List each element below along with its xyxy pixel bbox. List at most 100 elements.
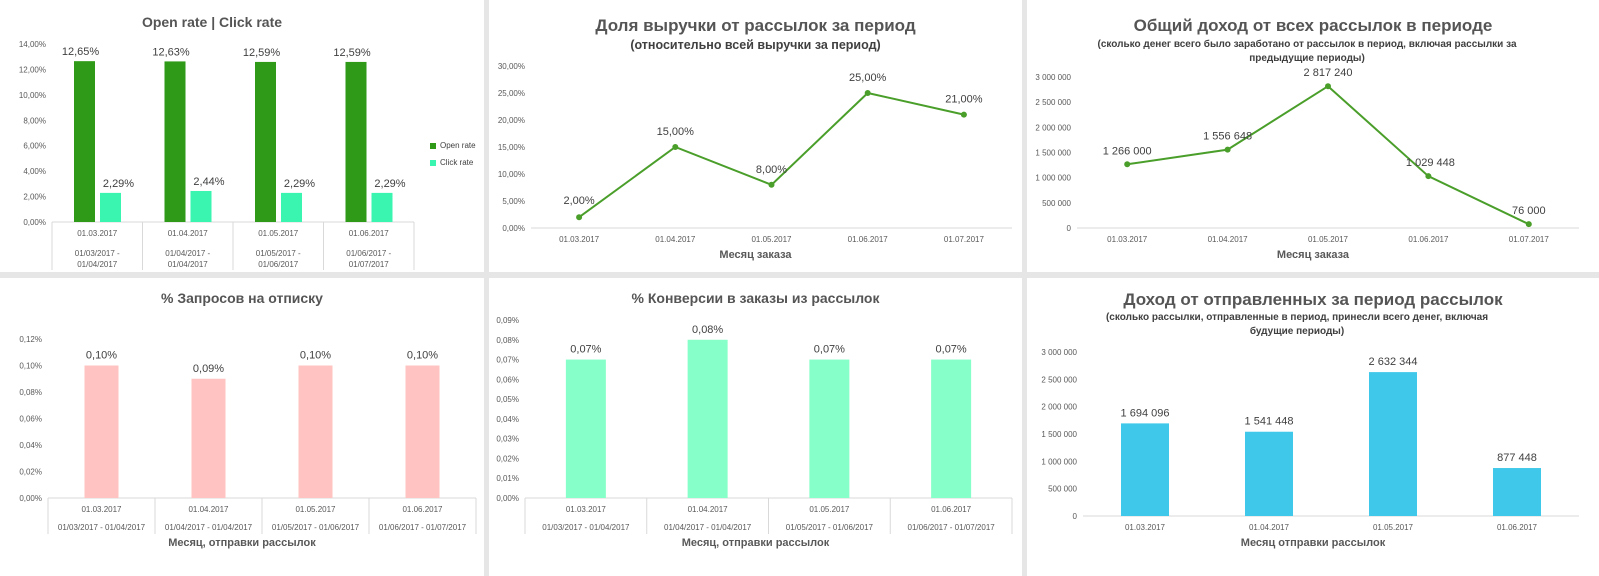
- bar: [1121, 423, 1169, 516]
- data-label: 0,10%: [300, 350, 331, 362]
- x-tick-sublabel: 01/06/2017: [258, 260, 299, 269]
- data-label: 2 817 240: [1304, 67, 1353, 79]
- open-rate-bar: [255, 61, 276, 223]
- x-tick-label: 01.05.2017: [258, 229, 299, 238]
- data-label: 2,29%: [374, 178, 405, 190]
- x-tick-label: 01.04.2017: [168, 229, 209, 238]
- chart-title: Доля выручки от рассылок за период: [595, 16, 916, 35]
- y-tick-label: 0,00%: [496, 494, 519, 503]
- y-tick-label: 0,07%: [496, 356, 519, 365]
- y-tick-label: 0,08%: [496, 336, 519, 345]
- data-label: 2,00%: [563, 195, 594, 207]
- y-tick-label: 0,02%: [496, 454, 519, 463]
- data-label: 877 448: [1497, 452, 1537, 464]
- y-tick-label: 1 000 000: [1041, 457, 1077, 466]
- data-label: 76 000: [1512, 205, 1546, 217]
- chart-panel-sent-income: Доход от отправленных за период рассылок…: [1027, 278, 1599, 576]
- y-tick-label: 0,00%: [502, 224, 525, 233]
- click-rate-bar: [281, 192, 302, 222]
- legend-item-click-rate: Click rate: [430, 158, 473, 167]
- open-rate-bar: [74, 61, 95, 222]
- click-rate-bar: [190, 190, 212, 222]
- x-tick-sublabel: 01/04/2017 - 01/04/2017: [664, 523, 752, 532]
- y-tick-label: 6,00%: [23, 142, 46, 151]
- x-tick-label: 01.03.2017: [1125, 523, 1166, 532]
- chart-title: Общий доход от всех рассылок в периоде: [1133, 16, 1493, 35]
- y-tick-label: 0,09%: [496, 316, 519, 325]
- chart-subtitle: (сколько денег всего было заработано от …: [1097, 39, 1517, 64]
- series-line: [578, 91, 965, 219]
- data-point: [1224, 146, 1231, 153]
- y-tick-label: 30,00%: [498, 62, 525, 71]
- chart-panel-conversion: % Конверсии в заказы из рассылок 0,00% 0,…: [489, 278, 1022, 576]
- y-tick-label: 1 000 000: [1035, 174, 1071, 183]
- bar: [809, 359, 850, 498]
- y-tick-label: 10,00%: [498, 170, 525, 179]
- y-tick-label: 0,06%: [496, 375, 519, 384]
- x-tick-sublabel: 01/06/2017 - 01/07/2017: [908, 523, 996, 532]
- x-tick-label: 01.05.2017: [1373, 523, 1414, 532]
- open-rate-bar: [345, 61, 367, 223]
- sent-income-chart: 0 500 000 1 000 000 1 500 000 2 000 000 2 500…: [1041, 348, 1579, 532]
- y-tick-label: 20,00%: [498, 116, 525, 125]
- bar: [298, 365, 333, 498]
- chart-title: Доход от отправленных за период рассылок: [1123, 290, 1503, 309]
- data-label: 1 266 000: [1103, 145, 1152, 157]
- y-tick-label: 0,06%: [19, 415, 42, 424]
- legend-swatch: [430, 159, 436, 166]
- series-line: [1127, 84, 1530, 226]
- y-tick-label: 3 000 000: [1041, 348, 1077, 357]
- bar: [931, 359, 972, 498]
- bar: [1493, 468, 1541, 516]
- data-label: 15,00%: [657, 126, 695, 138]
- data-label: 0,07%: [936, 344, 967, 356]
- data-point: [864, 90, 871, 96]
- x-tick-sublabel: 01/06/2017 -: [346, 249, 391, 258]
- x-tick-label: 01.04.2017: [688, 505, 729, 514]
- y-tick-label: 0,12%: [19, 335, 42, 344]
- x-tick-sublabel: 01/04/2017 -: [165, 249, 210, 258]
- chart-panel-total-income: Общий доход от всех рассылок в периоде (…: [1027, 0, 1599, 272]
- x-tick-sublabel: 01/04/2017: [168, 260, 209, 269]
- data-label: 0,09%: [193, 363, 224, 375]
- bar: [687, 339, 728, 498]
- open-click-chart: 0,00% 2,00% 4,00% 6,00% 8,00% 10,00% 12,00% 14,…: [19, 40, 415, 270]
- x-tick-label: 01.04.2017: [655, 235, 696, 244]
- data-point: [768, 181, 775, 188]
- bar: [84, 365, 119, 498]
- y-tick-label: 25,00%: [498, 89, 525, 98]
- legend-label: Click rate: [440, 158, 474, 167]
- x-tick-label: 01.04.2017: [188, 505, 229, 514]
- data-label: 12,59%: [333, 47, 371, 59]
- y-tick-label: 1 500 000: [1041, 430, 1077, 439]
- y-tick-label: 12,00%: [19, 65, 46, 74]
- x-tick-label: 01.05.2017: [809, 505, 850, 514]
- data-label: 2,44%: [193, 176, 224, 188]
- y-tick-label: 500 000: [1048, 485, 1077, 494]
- y-tick-label: 2,00%: [23, 193, 46, 202]
- x-tick-sublabel: 01/04/2017 - 01/04/2017: [165, 523, 253, 532]
- x-axis-title: Месяц, отправки рассылок: [168, 537, 316, 549]
- x-tick-sublabel: 01/05/2017 -: [256, 249, 301, 258]
- x-tick-label: 01.03.2017: [559, 235, 600, 244]
- y-tick-label: 4,00%: [23, 167, 46, 176]
- chart-panel-open-click: Open rate | Click rate 0,00% 2,00% 4,00% 6,…: [0, 0, 484, 272]
- bar: [1369, 372, 1417, 516]
- y-tick-label: 1 500 000: [1035, 149, 1071, 158]
- x-tick-label: 01.06.2017: [848, 235, 889, 244]
- data-label: 2,29%: [284, 178, 315, 190]
- y-tick-label: 0: [1067, 224, 1072, 233]
- x-tick-label: 01.05.2017: [295, 505, 336, 514]
- x-tick-label: 01.06.2017: [1408, 235, 1449, 244]
- data-label: 2,29%: [103, 178, 134, 190]
- x-axis-title: Месяц заказа: [719, 249, 792, 261]
- legend-item-open-rate: Open rate: [430, 141, 476, 150]
- x-tick-sublabel: 01/03/2017 - 01/04/2017: [542, 523, 630, 532]
- data-label: 12,65%: [62, 46, 100, 58]
- y-tick-label: 8,00%: [23, 116, 46, 125]
- y-tick-label: 10,00%: [19, 91, 46, 100]
- x-tick-sublabel: 01/05/2017 - 01/06/2017: [786, 523, 874, 532]
- x-tick-label: 01.07.2017: [1509, 235, 1550, 244]
- y-tick-label: 0,08%: [19, 388, 42, 397]
- x-tick-label: 01.06.2017: [402, 505, 443, 514]
